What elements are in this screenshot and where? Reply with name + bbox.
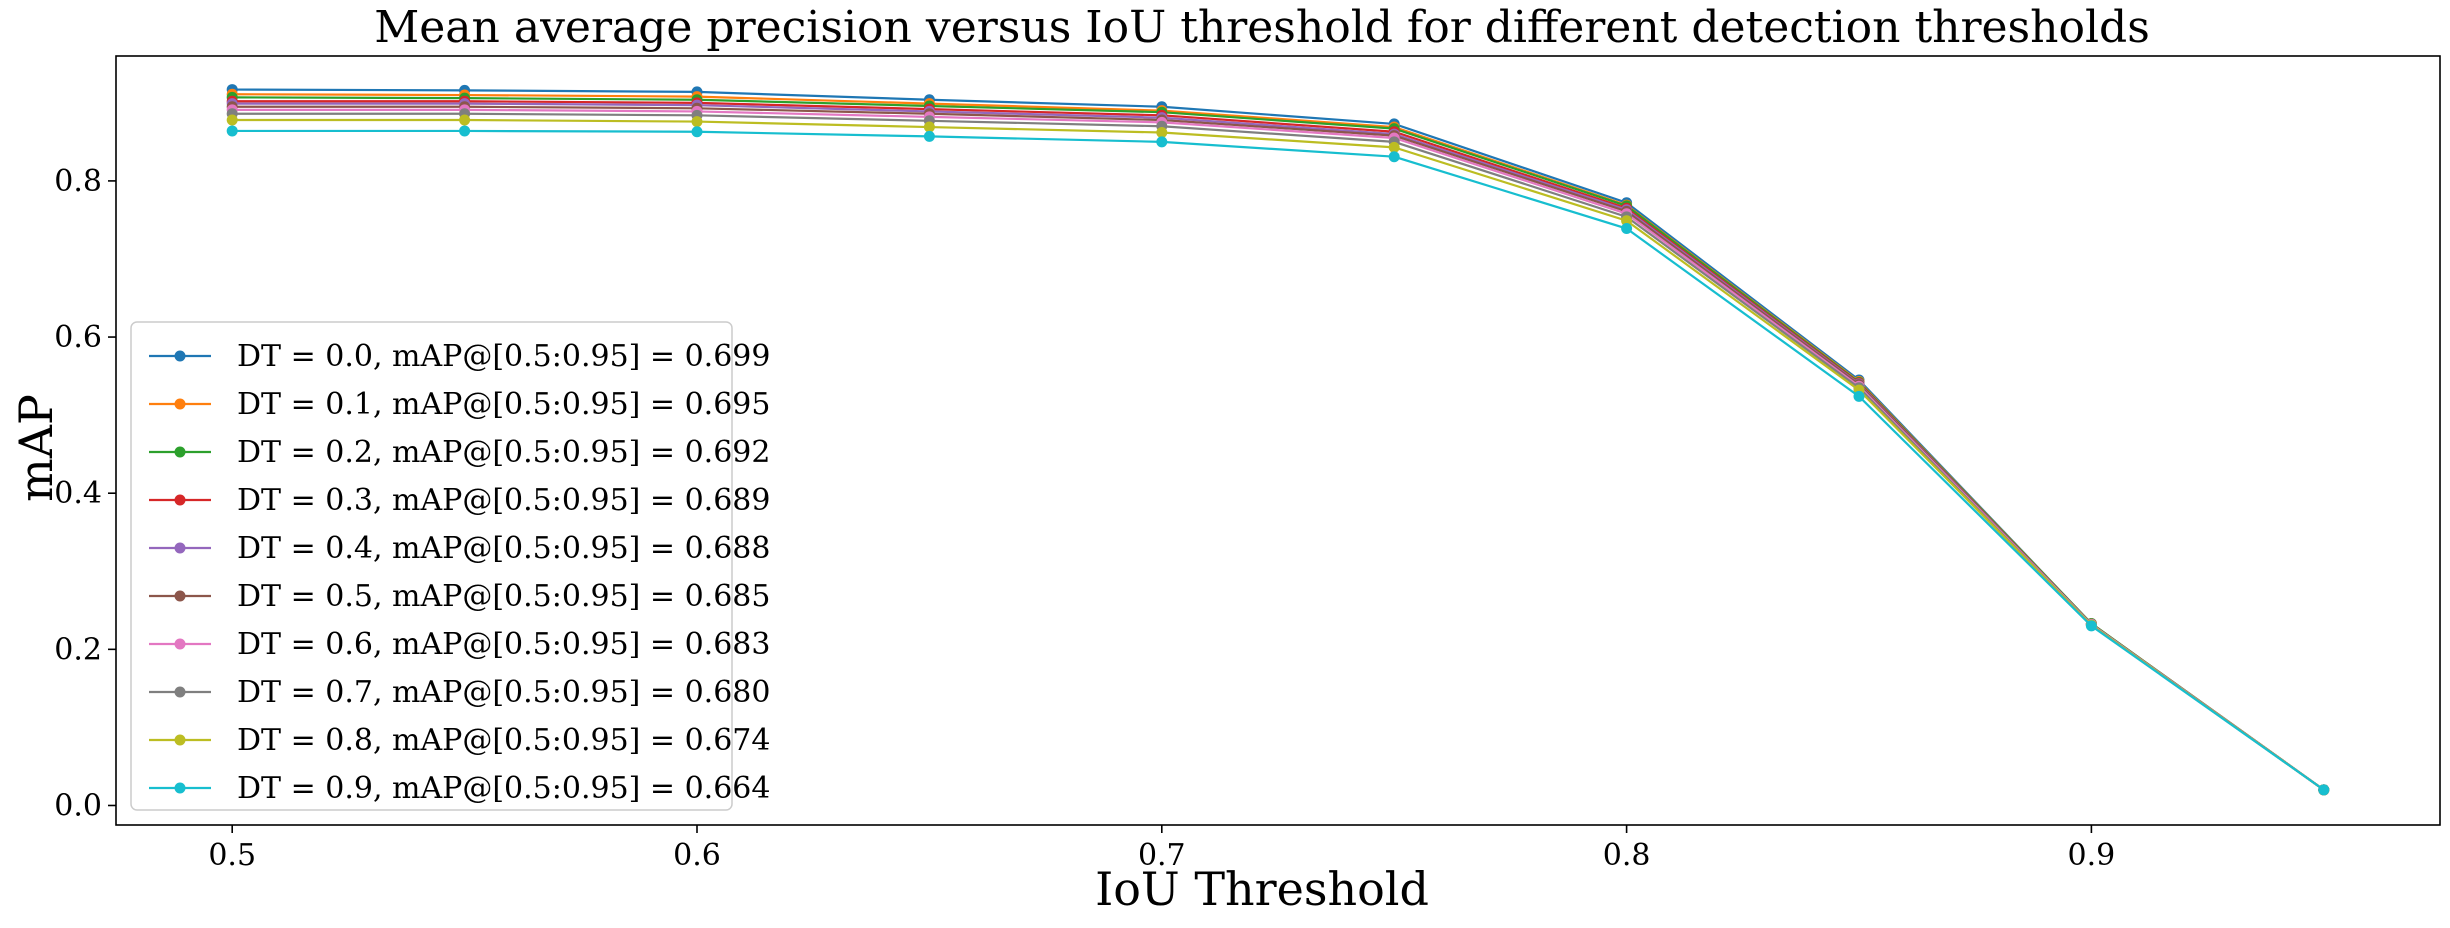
data-point (1156, 136, 1168, 148)
legend-label: DT = 0.1, mAP@[0.5:0.95] = 0.695 (237, 387, 770, 422)
legend-entry: DT = 0.8, mAP@[0.5:0.95] = 0.674 (149, 723, 770, 758)
x-tick-label: 0.7 (1138, 838, 1186, 873)
data-point (2085, 620, 2097, 632)
legend-marker (174, 734, 186, 746)
legend-box (130, 321, 733, 811)
legend-entry: DT = 0.2, mAP@[0.5:0.95] = 0.692 (149, 435, 770, 470)
legend-label: DT = 0.4, mAP@[0.5:0.95] = 0.688 (237, 531, 770, 566)
data-point (1853, 390, 1865, 402)
legend-marker (174, 638, 186, 650)
data-point (1388, 151, 1400, 163)
data-point (1388, 141, 1400, 153)
y-tick-label: 0.6 (54, 320, 102, 355)
x-tick-label: 0.5 (208, 838, 256, 873)
y-tick-label: 0.8 (54, 164, 102, 199)
series-line (232, 129, 2325, 791)
chart-title: Mean average precision versus IoU thresh… (374, 2, 2150, 53)
legend-marker (174, 686, 186, 698)
legend-label: DT = 0.6, mAP@[0.5:0.95] = 0.683 (237, 627, 770, 662)
legend-entry: DT = 0.7, mAP@[0.5:0.95] = 0.680 (149, 675, 770, 710)
legend-entry: DT = 0.3, mAP@[0.5:0.95] = 0.689 (149, 483, 770, 518)
legend-marker (174, 494, 186, 506)
legend-entry: DT = 0.6, mAP@[0.5:0.95] = 0.683 (149, 627, 770, 662)
data-point (459, 125, 471, 137)
data-point (226, 125, 238, 137)
legend-label: DT = 0.0, mAP@[0.5:0.95] = 0.699 (237, 339, 770, 374)
legend-label: DT = 0.3, mAP@[0.5:0.95] = 0.689 (237, 483, 770, 518)
legend-marker (174, 782, 186, 794)
legend-entry: DT = 0.5, mAP@[0.5:0.95] = 0.685 (149, 579, 770, 614)
legend-marker (174, 446, 186, 458)
data-point (691, 126, 703, 138)
data-point (923, 121, 935, 133)
legend: DT = 0.0, mAP@[0.5:0.95] = 0.699 DT = 0.1… (130, 321, 770, 811)
legend-entry: DT = 0.4, mAP@[0.5:0.95] = 0.688 (149, 531, 770, 566)
data-point (691, 116, 703, 128)
y-axis-label: mAP (9, 394, 63, 502)
plot-area: 0.5 0.6 0.7 0.8 0.9 0.0 0.2 0.4 0.6 0.8 (54, 55, 2441, 873)
legend-entry: DT = 0.0, mAP@[0.5:0.95] = 0.699 (149, 339, 770, 374)
y-tick-label: 0.4 (54, 476, 102, 511)
legend-marker (174, 542, 186, 554)
legend-label: DT = 0.2, mAP@[0.5:0.95] = 0.692 (237, 435, 770, 470)
legend-label: DT = 0.7, mAP@[0.5:0.95] = 0.680 (237, 675, 770, 710)
legend-entry: DT = 0.9, mAP@[0.5:0.95] = 0.664 (149, 771, 770, 806)
plot-frame (115, 55, 2441, 826)
data-point (1156, 127, 1168, 139)
data-point (923, 130, 935, 142)
x-tick-label: 0.9 (2068, 838, 2116, 873)
data-point (2318, 784, 2330, 796)
series-9 (226, 125, 2330, 796)
x-axis-label: IoU Threshold (1095, 862, 1429, 916)
legend-marker (174, 350, 186, 362)
legend-marker (174, 590, 186, 602)
legend-label: DT = 0.9, mAP@[0.5:0.95] = 0.664 (237, 771, 770, 806)
legend-entry: DT = 0.1, mAP@[0.5:0.95] = 0.695 (149, 387, 770, 422)
x-tick-label: 0.8 (1603, 838, 1651, 873)
legend-marker (174, 398, 186, 410)
legend-label: DT = 0.8, mAP@[0.5:0.95] = 0.674 (237, 723, 770, 758)
y-tick-label: 0.2 (54, 632, 102, 667)
series-line (232, 118, 2325, 791)
data-point (226, 114, 238, 126)
legend-label: DT = 0.5, mAP@[0.5:0.95] = 0.685 (237, 579, 770, 614)
y-tick-label: 0.0 (54, 788, 102, 823)
data-point (459, 114, 471, 126)
data-point (1621, 223, 1633, 235)
data-point (1621, 215, 1633, 227)
x-tick-label: 0.6 (673, 838, 721, 873)
